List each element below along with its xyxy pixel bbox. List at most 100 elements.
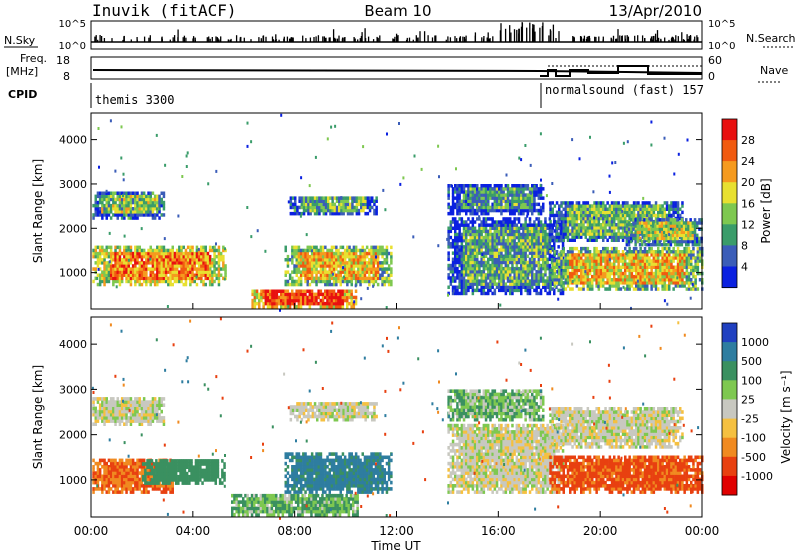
heatmap-cell: [467, 193, 470, 197]
heatmap-cell: [324, 264, 327, 268]
heatmap-cell: [498, 184, 501, 188]
heatmap-cell: [615, 287, 618, 291]
heatmap-cell: [202, 245, 205, 250]
heatmap-cell: [569, 219, 572, 224]
heatmap-cell: [480, 270, 483, 274]
heatmap-cell: [610, 265, 614, 269]
heatmap-cell: [533, 273, 536, 277]
heatmap-cell: [297, 267, 301, 271]
heatmap-cell: [643, 262, 647, 266]
heatmap-cell: [309, 196, 312, 200]
heatmap-cell: [537, 202, 541, 207]
heatmap-cell: [383, 270, 386, 274]
heatmap-cell: [318, 199, 321, 203]
heatmap-cell: [467, 226, 470, 230]
heatmap-cell: [471, 282, 475, 286]
heatmap-cell: [284, 279, 287, 284]
heatmap-cell: [535, 285, 538, 289]
heatmap-cell: [573, 207, 576, 211]
heatmap-cell: [643, 256, 647, 260]
heatmap-cell: [118, 261, 122, 265]
heatmap-cell: [471, 223, 475, 227]
heatmap-cell: [628, 262, 631, 266]
heatmap-cell: [593, 259, 596, 263]
heatmap-cell: [575, 216, 579, 221]
heatmap-cell: [484, 260, 488, 265]
heatmap-cell: [617, 229, 620, 233]
heatmap-cell: [657, 262, 660, 266]
heatmap-cell: [462, 235, 466, 240]
heatmap-cell: [511, 220, 514, 224]
heatmap-cell: [156, 261, 159, 265]
heatmap-cell: [586, 232, 590, 236]
heatmap-cell: [370, 279, 373, 284]
heatmap-cell: [484, 199, 488, 203]
heatmap-cell: [573, 278, 576, 282]
heatmap-cell: [597, 229, 601, 233]
heatmap-cell: [127, 194, 130, 199]
heatmap-cell: [372, 251, 375, 256]
heatmap-cell: [513, 211, 516, 216]
heatmap-cell: [504, 282, 508, 286]
heatmap-cell: [454, 223, 457, 227]
heatmap-cell: [319, 254, 323, 259]
heatmap-cell: [555, 262, 559, 266]
heatmap-cell: [211, 261, 214, 265]
heatmap-cell: [184, 273, 188, 277]
heatmap-cell: [454, 205, 457, 210]
heatmap-cell: [509, 232, 512, 237]
heatmap-cell: [524, 205, 527, 210]
heatmap-cell: [131, 213, 135, 217]
heatmap-cell: [343, 261, 347, 265]
heatmap-cell: [96, 282, 100, 287]
heatmap-cell: [297, 248, 301, 253]
heatmap-cell: [467, 187, 470, 191]
heatmap-cell: [158, 207, 161, 211]
heatmap-cell: [118, 207, 122, 211]
heatmap-cell: [326, 273, 329, 277]
heatmap-cell: [326, 295, 329, 300]
heatmap-cell: [460, 276, 464, 280]
heatmap-cell: [553, 278, 557, 282]
heatmap-cell: [321, 261, 325, 265]
heatmap-cell: [460, 223, 464, 227]
heatmap-cell: [487, 184, 490, 188]
heatmap-cell: [310, 254, 314, 259]
heatmap-cell: [606, 229, 609, 233]
heatmap-cell: [665, 268, 669, 273]
heatmap-cell: [628, 278, 631, 282]
heatmap-cell: [357, 254, 360, 259]
heatmap-cell: [160, 245, 163, 250]
heatmap-cell: [449, 282, 453, 286]
heatmap-cell: [608, 226, 612, 230]
heatmap-cell: [116, 216, 119, 220]
heatmap-cell: [696, 256, 700, 260]
heatmap-cell: [262, 305, 265, 309]
heatmap-cell: [564, 256, 568, 260]
heatmap-cell: [582, 210, 585, 215]
heatmap-cell: [478, 199, 481, 203]
heatmap-cell: [337, 264, 340, 268]
heatmap-cell: [595, 210, 598, 215]
heatmap-cell: [105, 207, 108, 211]
heatmap-cell: [186, 264, 190, 268]
nave-tick-low: 0: [708, 70, 715, 83]
heatmap-cell: [652, 265, 656, 269]
heatmap-cell: [506, 266, 510, 271]
heatmap-cell: [535, 208, 538, 213]
heatmap-cell: [539, 242, 543, 246]
heatmap-cell: [619, 287, 623, 291]
heatmap-cell: [224, 270, 227, 274]
heatmap-cell: [337, 292, 340, 297]
heatmap-cell: [136, 245, 139, 250]
heatmap-cell: [469, 226, 472, 230]
heatmap-cell: [617, 207, 620, 211]
heatmap-cell: [694, 259, 697, 263]
heatmap-cell: [260, 298, 263, 303]
heatmap-cell: [672, 268, 675, 273]
heatmap-cell: [173, 251, 177, 256]
heatmap-cell: [513, 245, 516, 249]
heatmap-cell: [511, 291, 514, 296]
heatmap-cell: [513, 285, 516, 289]
heatmap-cell: [473, 273, 477, 277]
